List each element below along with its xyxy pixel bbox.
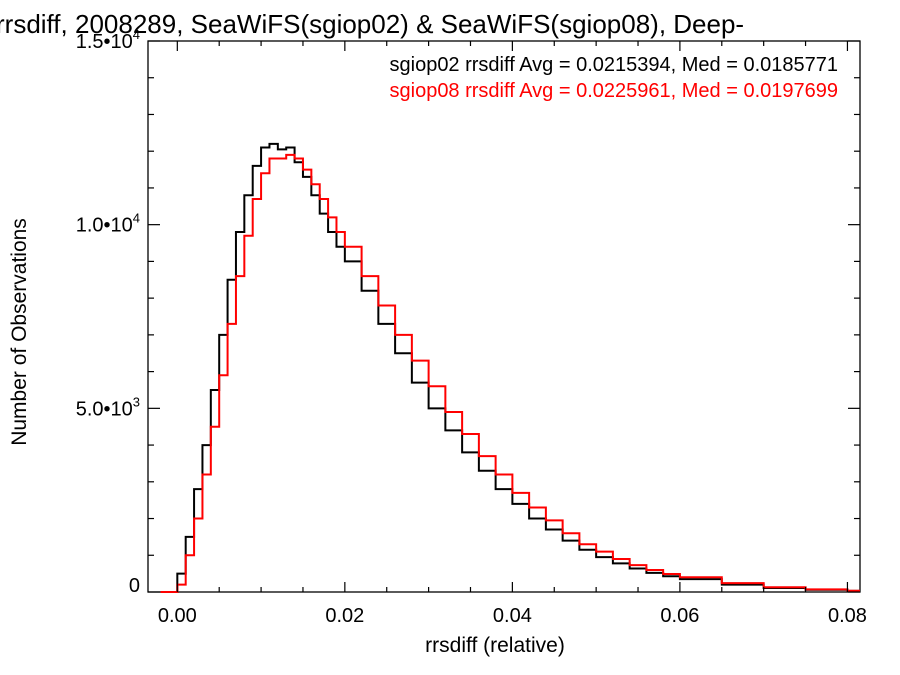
- chart-title: rrsdiff, 2008289, SeaWiFS(sgiop02) & Sea…: [0, 9, 744, 39]
- y-tick-label: 1.5•104: [76, 27, 140, 53]
- x-tick-label: 0.02: [325, 605, 364, 627]
- x-tick-label: 0.04: [493, 605, 532, 627]
- y-tick-label: 5.0•103: [76, 394, 140, 420]
- axes-layer: 0.00 0.02 0.04 0.06 0.08 0 5.0•103 1.0•104 1.5•1…: [76, 27, 867, 627]
- x-tick-label: 0.06: [660, 605, 699, 627]
- y-tick-label: 1.0•104: [76, 211, 140, 237]
- x-tick-label: 0.00: [158, 605, 197, 627]
- legend-entry-sgiop08: sgiop08 rrsdiff Avg = 0.0225961, Med = 0…: [390, 80, 839, 102]
- x-tick-label: 0.08: [828, 605, 867, 627]
- series-line-sgiop08: [160, 153, 860, 593]
- plot-frame: [147, 40, 861, 593]
- legend-entry-sgiop02: sgiop02 rrsdiff Avg = 0.0215394, Med = 0…: [390, 54, 839, 76]
- series-layer: [160, 142, 860, 593]
- y-tick-label: 0: [129, 575, 140, 597]
- x-axis-label: rrsdiff (relative): [425, 634, 565, 657]
- y-axis-label: Number of Observations: [8, 218, 31, 446]
